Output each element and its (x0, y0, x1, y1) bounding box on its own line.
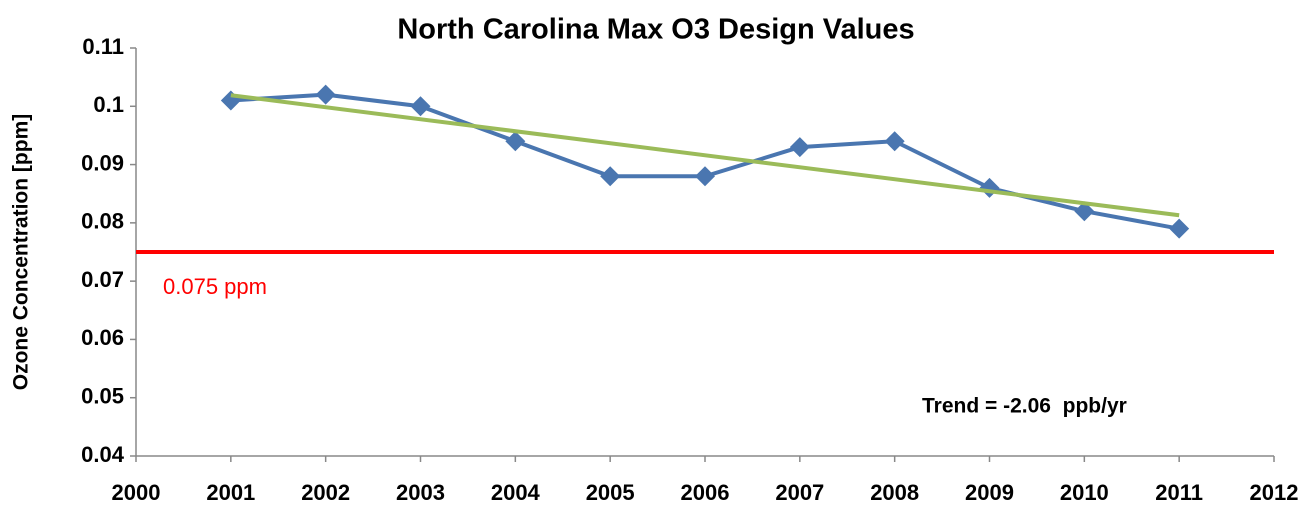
x-tick-label: 2010 (1060, 480, 1109, 505)
x-tick-label: 2004 (491, 480, 541, 505)
x-tick-label: 2006 (681, 480, 730, 505)
x-tick-label: 2005 (586, 480, 635, 505)
y-tick-label: 0.11 (82, 34, 124, 59)
data-marker (1074, 201, 1095, 222)
x-tick-label: 2000 (112, 480, 161, 505)
reference-label: 0.075 ppm (163, 274, 267, 299)
data-marker (410, 96, 431, 117)
x-tick-label: 2009 (965, 480, 1014, 505)
x-tick-label: 2001 (206, 480, 255, 505)
y-tick-label: 0.07 (81, 267, 124, 292)
data-marker (220, 90, 241, 111)
x-tick-label: 2003 (396, 480, 445, 505)
x-tick-label: 2007 (775, 480, 824, 505)
data-marker (315, 84, 336, 105)
trend-line (230, 93, 1180, 218)
trend-annotation: Trend = -2.06 ppb/yr (922, 395, 1127, 418)
y-axis-label: Ozone Concentration [ppm] (10, 114, 33, 391)
y-tick-label: 0.08 (81, 209, 124, 234)
x-tick-label: 2011 (1155, 480, 1203, 505)
x-tick-label: 2002 (301, 480, 350, 505)
y-tick-label: 0.06 (81, 325, 124, 350)
data-marker (789, 137, 810, 158)
y-tick-label: 0.09 (81, 150, 124, 175)
y-tick-label: 0.1 (93, 92, 124, 117)
data-marker (884, 131, 905, 152)
x-tick-label: 2008 (870, 480, 919, 505)
data-marker (505, 131, 526, 152)
data-marker (695, 166, 715, 187)
chart-title: North Carolina Max O3 Design Values (397, 14, 914, 46)
data-marker (979, 177, 1000, 198)
y-tick-label: 0.04 (81, 442, 125, 467)
data-marker (600, 166, 621, 187)
y-tick-label: 0.05 (81, 384, 124, 409)
data-marker (1169, 218, 1190, 239)
x-tick-label: 2012 (1250, 480, 1299, 505)
